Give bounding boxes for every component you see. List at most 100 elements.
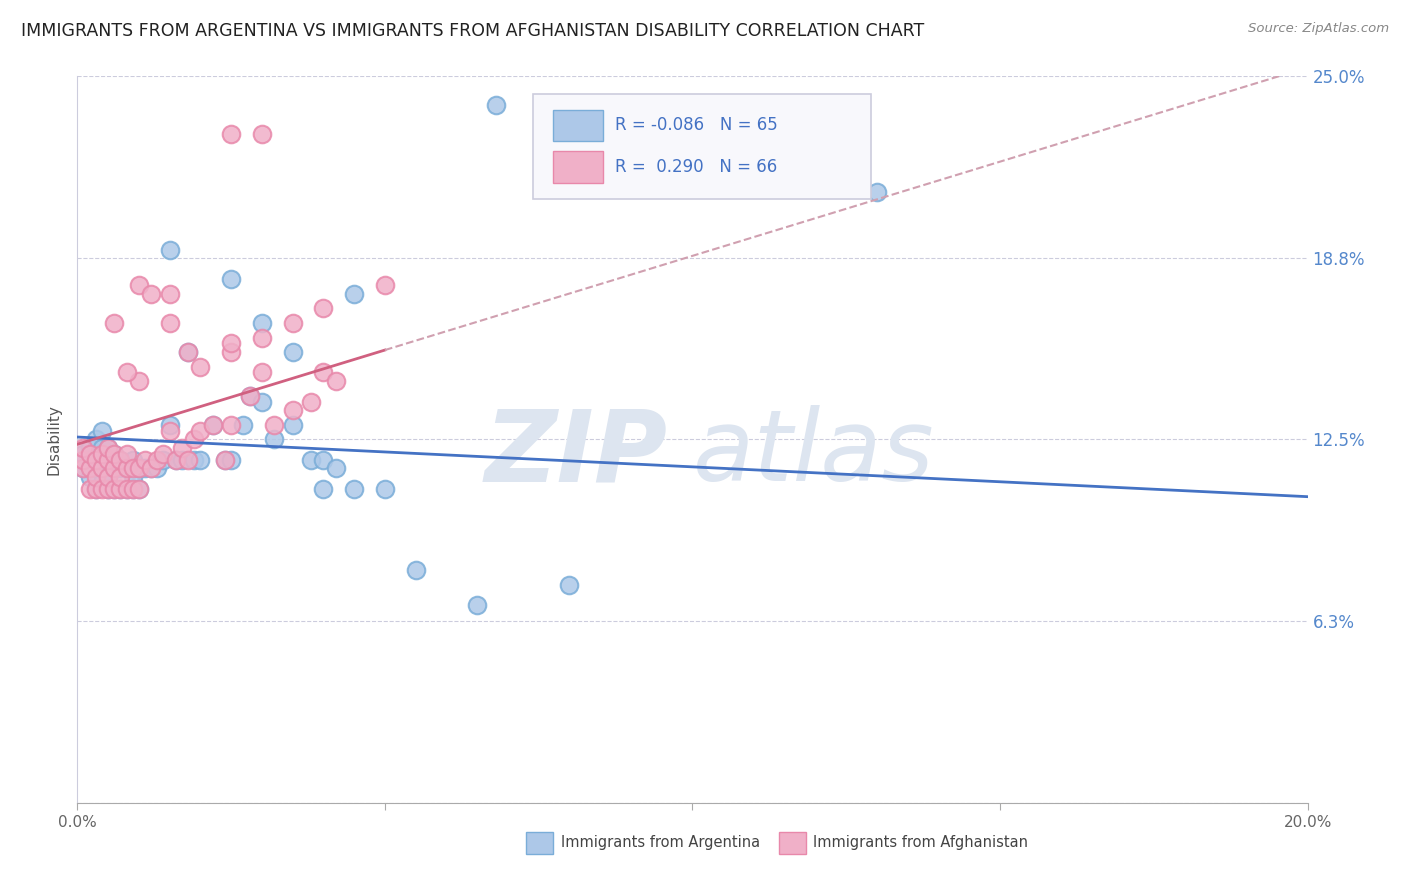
Point xyxy=(214,452,236,467)
Point xyxy=(325,461,347,475)
Point xyxy=(263,417,285,432)
Point xyxy=(97,482,120,496)
Point xyxy=(115,461,138,475)
Point xyxy=(90,447,114,461)
Point xyxy=(343,482,366,496)
Bar xyxy=(779,832,806,854)
Point xyxy=(79,441,101,455)
Point xyxy=(121,461,143,475)
Point xyxy=(866,185,889,199)
Point xyxy=(97,470,120,484)
Point xyxy=(250,330,273,344)
Point xyxy=(72,461,94,475)
Point xyxy=(219,336,242,351)
Point xyxy=(312,301,335,316)
Point xyxy=(177,345,200,359)
Point xyxy=(84,452,107,467)
Point xyxy=(159,287,181,301)
Point xyxy=(134,452,156,467)
Point xyxy=(84,447,107,461)
Point xyxy=(165,452,187,467)
Point xyxy=(165,452,187,467)
Point xyxy=(103,461,125,475)
Point xyxy=(121,482,143,496)
Point xyxy=(343,287,366,301)
Point xyxy=(250,394,273,409)
Point xyxy=(79,470,101,484)
Point xyxy=(465,598,488,612)
Point xyxy=(177,452,200,467)
Point xyxy=(374,278,396,293)
Point xyxy=(97,452,120,467)
Point xyxy=(183,432,205,446)
Y-axis label: Disability: Disability xyxy=(46,404,62,475)
Point xyxy=(103,447,125,461)
Point xyxy=(219,272,242,286)
FancyBboxPatch shape xyxy=(533,94,870,200)
Point xyxy=(97,452,120,467)
Point xyxy=(299,452,322,467)
Point xyxy=(110,452,132,467)
Point xyxy=(79,482,101,496)
Point xyxy=(103,316,125,330)
Point xyxy=(159,417,181,432)
Point xyxy=(201,417,224,432)
Point xyxy=(177,345,200,359)
Point xyxy=(72,447,94,461)
Point xyxy=(90,452,114,467)
Point xyxy=(281,403,304,417)
Point xyxy=(201,417,224,432)
Point xyxy=(312,452,335,467)
Point xyxy=(214,452,236,467)
Point xyxy=(141,461,163,475)
Point xyxy=(115,366,138,380)
Point xyxy=(97,482,120,496)
Point xyxy=(263,432,285,446)
Point xyxy=(159,244,181,258)
Point xyxy=(159,424,181,438)
Point xyxy=(128,374,150,388)
Point xyxy=(90,424,114,438)
Point xyxy=(141,461,163,475)
Point xyxy=(103,461,125,475)
Point xyxy=(128,461,150,475)
Point xyxy=(281,316,304,330)
Text: R =  0.290   N = 66: R = 0.290 N = 66 xyxy=(614,158,778,176)
Point xyxy=(115,482,138,496)
Text: Immigrants from Argentina: Immigrants from Argentina xyxy=(561,835,761,850)
Text: ZIP: ZIP xyxy=(485,405,668,502)
Point xyxy=(115,461,138,475)
Point xyxy=(170,441,193,455)
Text: IMMIGRANTS FROM ARGENTINA VS IMMIGRANTS FROM AFGHANISTAN DISABILITY CORRELATION : IMMIGRANTS FROM ARGENTINA VS IMMIGRANTS … xyxy=(21,22,924,40)
Bar xyxy=(554,152,603,183)
Point xyxy=(79,461,101,475)
Point xyxy=(146,452,169,467)
Point xyxy=(250,366,273,380)
Point xyxy=(134,461,156,475)
Point xyxy=(312,366,335,380)
Point xyxy=(97,441,120,455)
Point xyxy=(72,461,94,475)
Point xyxy=(110,482,132,496)
Point xyxy=(405,563,427,577)
Point xyxy=(374,482,396,496)
Point xyxy=(121,452,143,467)
Point xyxy=(90,482,114,496)
Text: Source: ZipAtlas.com: Source: ZipAtlas.com xyxy=(1249,22,1389,36)
Point xyxy=(250,127,273,141)
Point xyxy=(159,316,181,330)
Point xyxy=(219,127,242,141)
Point xyxy=(84,482,107,496)
Point xyxy=(121,482,143,496)
Point xyxy=(250,316,273,330)
Point xyxy=(312,482,335,496)
Bar xyxy=(526,832,554,854)
Point xyxy=(281,417,304,432)
Point xyxy=(325,374,347,388)
Text: atlas: atlas xyxy=(693,405,934,502)
Point xyxy=(115,447,138,461)
Point xyxy=(110,470,132,484)
Point xyxy=(110,482,132,496)
Text: Immigrants from Afghanistan: Immigrants from Afghanistan xyxy=(813,835,1028,850)
Point xyxy=(79,452,101,467)
